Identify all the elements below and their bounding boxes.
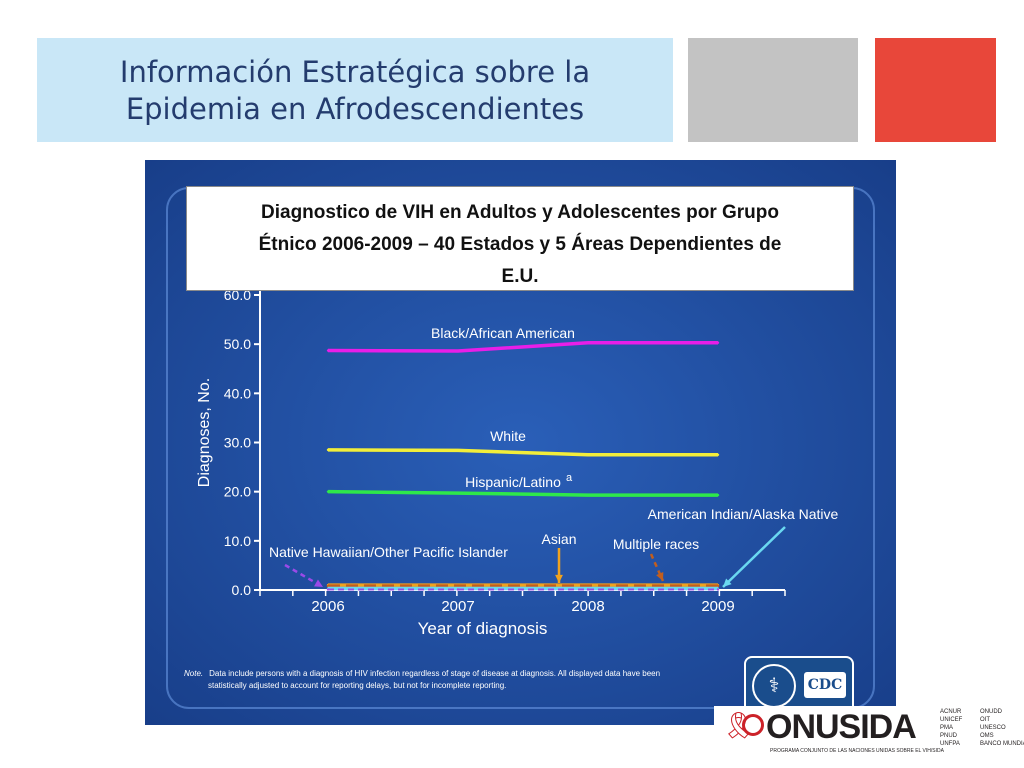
callout-arrowhead xyxy=(555,574,563,583)
data-point xyxy=(586,588,590,591)
callout-arrow xyxy=(722,526,786,588)
agency-name: OIT xyxy=(980,717,990,723)
data-point xyxy=(586,584,590,588)
series-label: Hispanic/Latino xyxy=(465,474,561,490)
x-axis-title: Year of diagnosis xyxy=(418,619,548,638)
y-tick-label: 20.0 xyxy=(224,484,251,500)
series-label: Native Hawaiian/Other Pacific Islander xyxy=(269,544,508,560)
y-tick-label: 0.0 xyxy=(232,582,252,598)
onusida-logo: 🎗 ONUSIDA PROGRAMA CONJUNTO DE LAS NACIO… xyxy=(714,706,1024,768)
data-point xyxy=(326,588,330,591)
y-tick-label: 40.0 xyxy=(224,385,251,401)
x-tick-label: 2007 xyxy=(441,598,474,615)
data-point xyxy=(326,584,330,588)
y-tick-label: 30.0 xyxy=(224,435,251,451)
onusida-agencies-col-2: ONUDD OIT UNESCO OMS BANCO MUNDIAL xyxy=(980,708,1024,748)
chart-title-line-1: Diagnostico de VIH en Adultos y Adolesce… xyxy=(261,202,779,223)
data-point xyxy=(716,341,720,344)
agency-name: OMS xyxy=(980,733,994,739)
callout-arrowhead xyxy=(723,578,732,587)
series-label: Black/African American xyxy=(431,325,575,341)
data-point xyxy=(716,588,720,591)
agency-name: PNUD xyxy=(940,733,958,739)
plot-area: 0.0 10.0 20.0 30.0 40.0 50.0 60.0 2006 2007 2008 2… xyxy=(196,287,839,638)
data-point xyxy=(456,584,460,588)
note-label: Note. xyxy=(184,669,204,678)
onusida-tagline: PROGRAMA CONJUNTO DE LAS NACIONES UNIDAS… xyxy=(770,748,944,754)
agency-name: UNESCO xyxy=(980,725,1006,731)
data-point xyxy=(586,493,590,497)
series-label: Multiple races xyxy=(613,536,699,552)
agency-name: UNICEF xyxy=(940,717,963,723)
title-banner: Información Estratégica sobre la Epidemi… xyxy=(37,38,673,142)
y-tick-label: 50.0 xyxy=(224,336,251,352)
agency-name: ACNUR xyxy=(940,709,962,715)
data-point xyxy=(716,584,720,588)
data-point xyxy=(456,588,460,591)
x-tick-label: 2006 xyxy=(311,598,344,615)
series-label: White xyxy=(490,428,526,444)
callout-arrowhead xyxy=(314,579,323,587)
series-label-superscript: a xyxy=(566,472,573,484)
data-point xyxy=(326,349,330,352)
y-axis-title: Diagnoses, No. xyxy=(196,378,213,487)
data-point xyxy=(586,453,590,456)
agency-name: UNFPA xyxy=(940,741,960,747)
series-label: Asian xyxy=(541,531,576,547)
onusida-wordmark: ONUSIDA xyxy=(766,708,917,746)
chart-title-box: Diagnostico de VIH en Adultos y Adolesce… xyxy=(186,186,854,291)
data-point xyxy=(586,341,590,344)
decor-grey-square xyxy=(688,38,858,142)
note-line-2: statistically adjusted to account for re… xyxy=(208,681,507,690)
agency-name: BANCO MUNDIAL xyxy=(980,741,1024,747)
chart-note: Note. Data include persons with a diagnos… xyxy=(184,668,744,692)
series-line xyxy=(327,448,718,457)
data-point xyxy=(456,449,460,452)
data-point xyxy=(456,349,460,353)
x-tick-label: 2008 xyxy=(571,598,604,615)
y-tick-label: 10.0 xyxy=(224,533,251,549)
slide-title: Información Estratégica sobre la Epidemi… xyxy=(37,54,673,128)
onusida-agencies-col-1: ACNUR UNICEF PMA PNUD UNFPA xyxy=(940,708,962,748)
hhs-seal-icon: ⚕ xyxy=(752,664,796,708)
un-globe-icon xyxy=(742,714,764,736)
decor-red-square xyxy=(875,38,996,142)
note-line-1: Data include persons with a diagnosis of… xyxy=(209,669,661,678)
data-point xyxy=(716,453,720,456)
series-line xyxy=(327,489,718,497)
chart-title: Diagnostico de VIH en Adultos y Adolesce… xyxy=(197,197,843,293)
callout-arrowhead xyxy=(656,572,664,581)
slide-title-line-1: Información Estratégica sobre la xyxy=(119,55,591,89)
series-label: American Indian/Alaska Native xyxy=(648,506,839,522)
x-tick-label: 2009 xyxy=(701,598,734,615)
data-point xyxy=(716,493,720,497)
data-point xyxy=(326,448,330,452)
chart-title-line-2: Étnico 2006-2009 – 40 Estados y 5 Áreas … xyxy=(258,234,782,255)
callout-arrow xyxy=(649,553,665,582)
data-point xyxy=(326,490,330,493)
cdc-logo-text: CDC xyxy=(804,672,846,698)
agency-name: PMA xyxy=(940,725,954,731)
data-point xyxy=(456,491,460,495)
agency-name: ONUDD xyxy=(980,709,1002,715)
series-line xyxy=(327,340,718,353)
slide-title-line-2: Epidemia en Afrodescendientes xyxy=(125,92,585,126)
chart-title-line-3: E.U. xyxy=(501,266,539,287)
y-tick-label: 60.0 xyxy=(224,287,251,303)
